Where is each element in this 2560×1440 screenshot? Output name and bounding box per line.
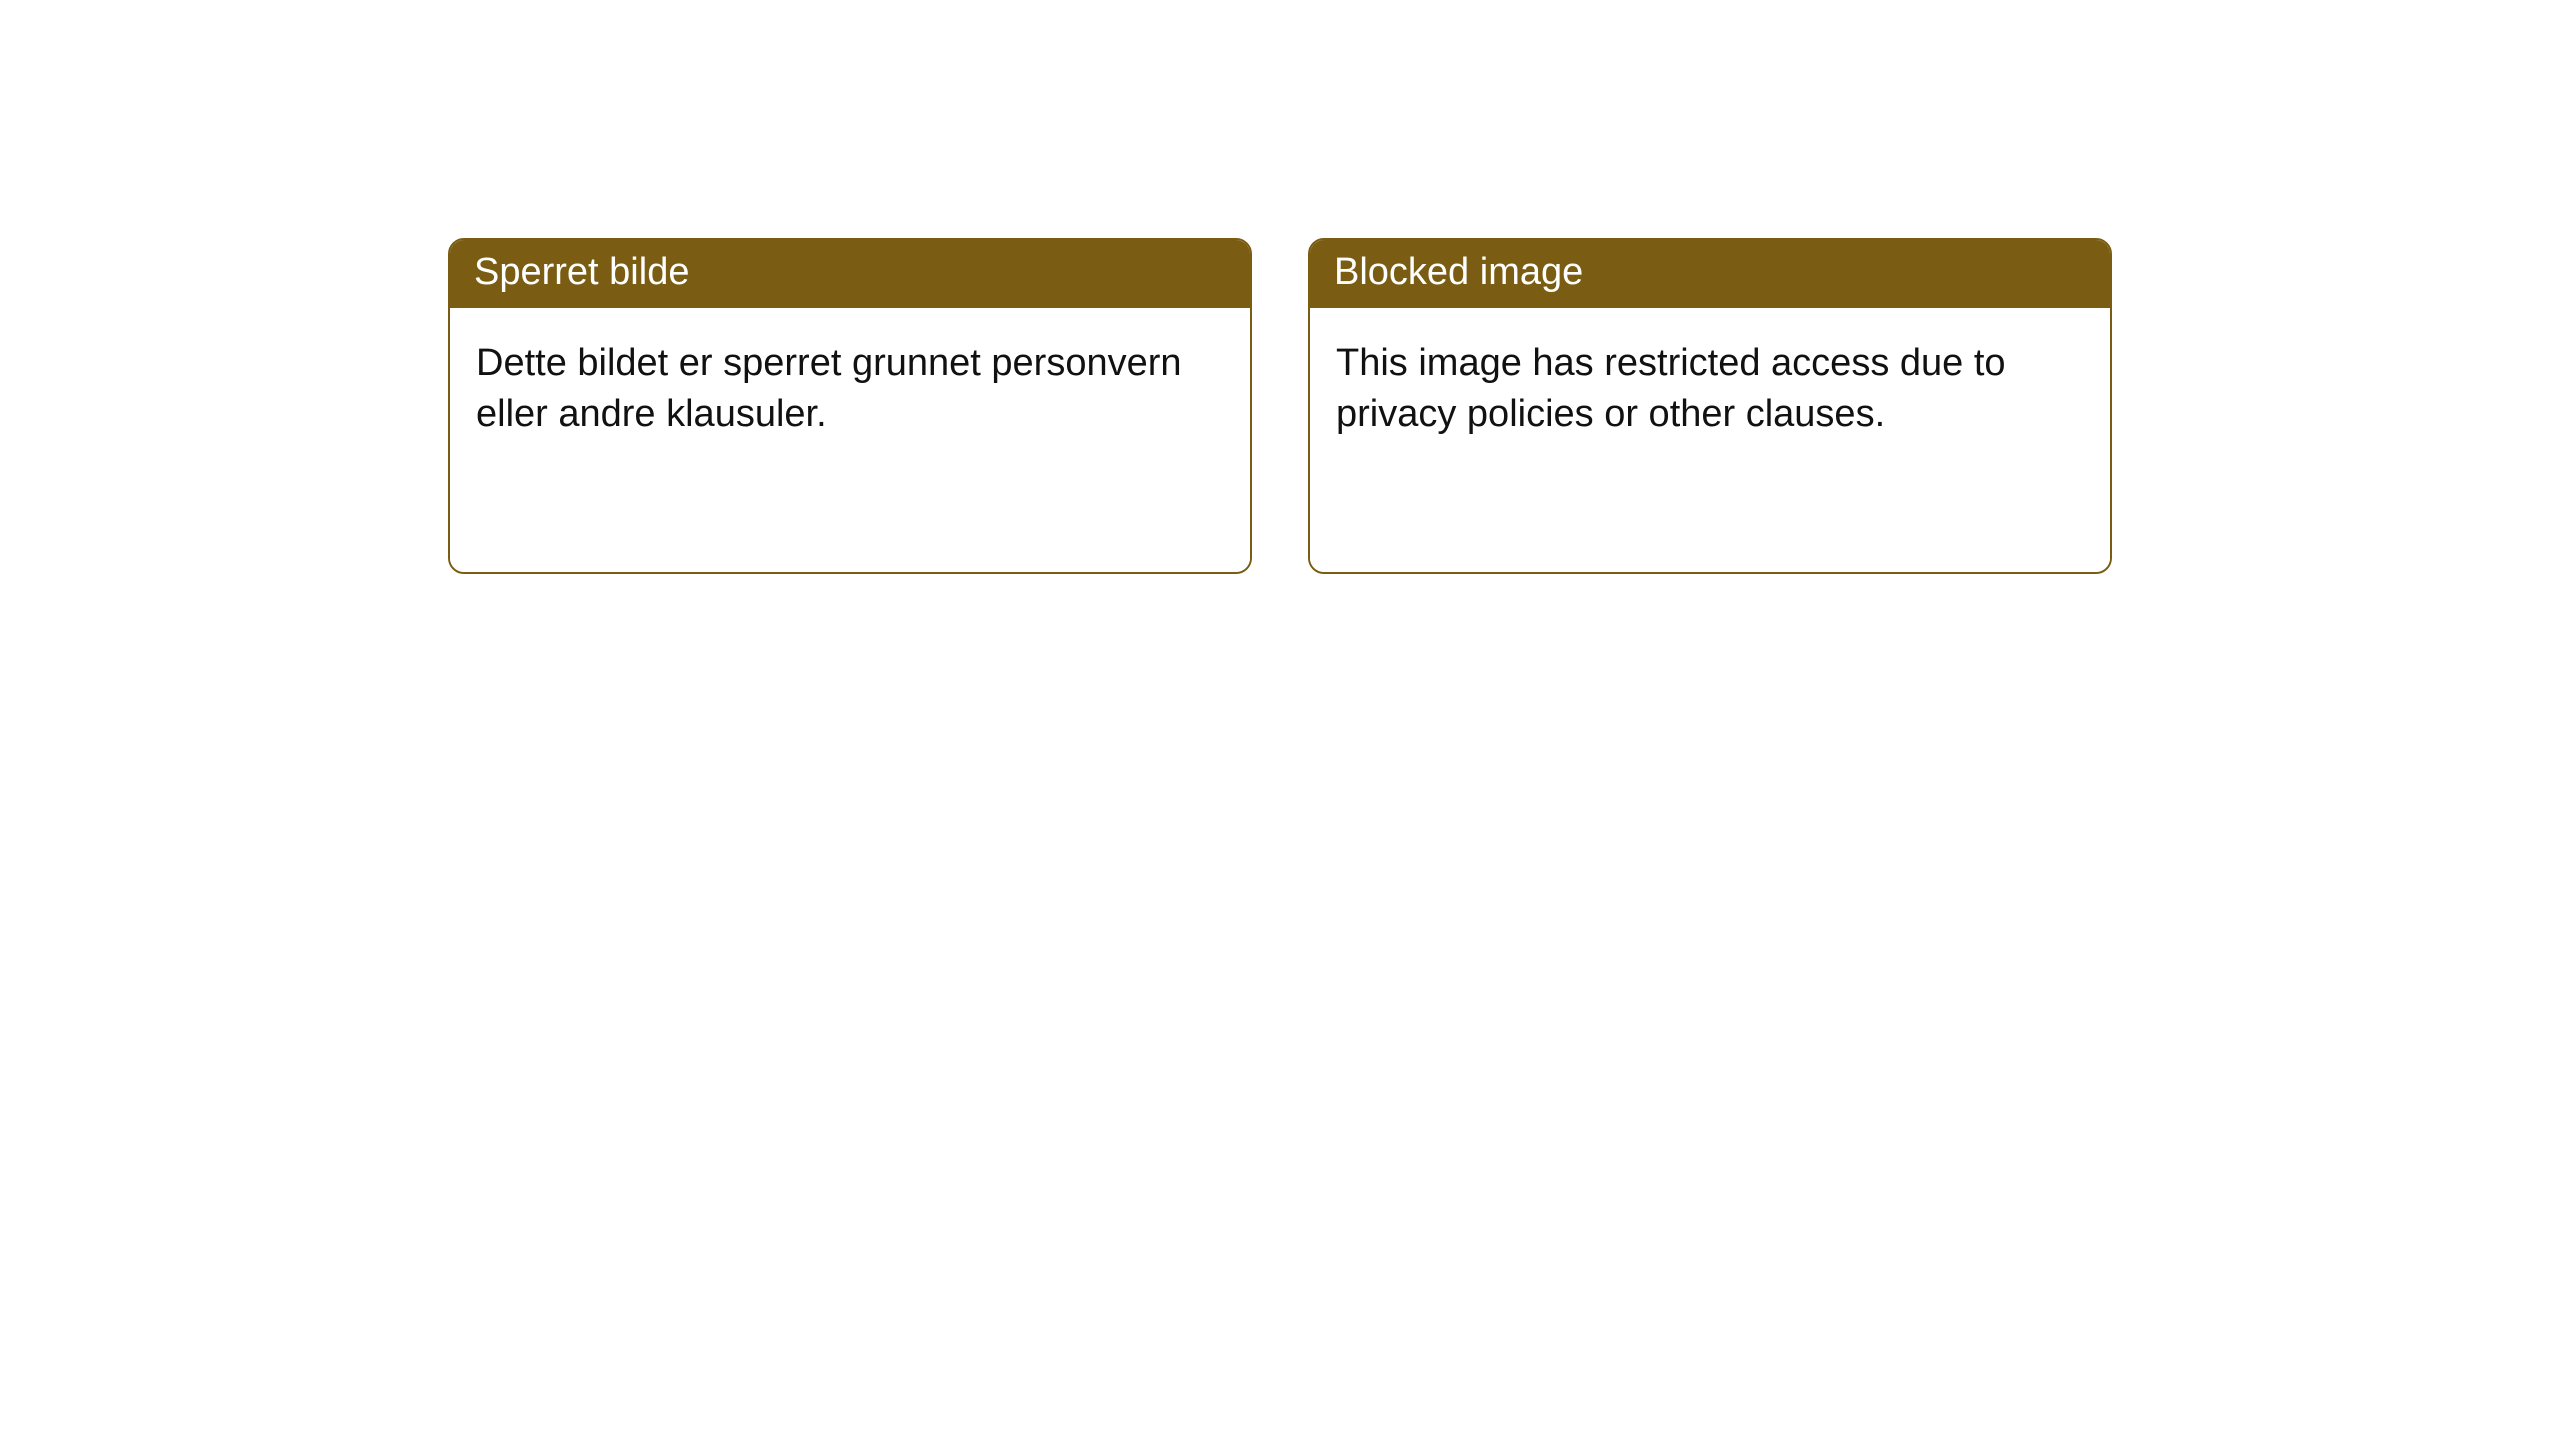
- notice-card-norwegian: Sperret bilde Dette bildet er sperret gr…: [448, 238, 1252, 574]
- notice-card-english: Blocked image This image has restricted …: [1308, 238, 2112, 574]
- notices-container: Sperret bilde Dette bildet er sperret gr…: [448, 238, 2560, 574]
- notice-body-english: This image has restricted access due to …: [1310, 308, 2110, 572]
- notice-header-english: Blocked image: [1310, 240, 2110, 308]
- notice-header-norwegian: Sperret bilde: [450, 240, 1250, 308]
- notice-body-norwegian: Dette bildet er sperret grunnet personve…: [450, 308, 1250, 572]
